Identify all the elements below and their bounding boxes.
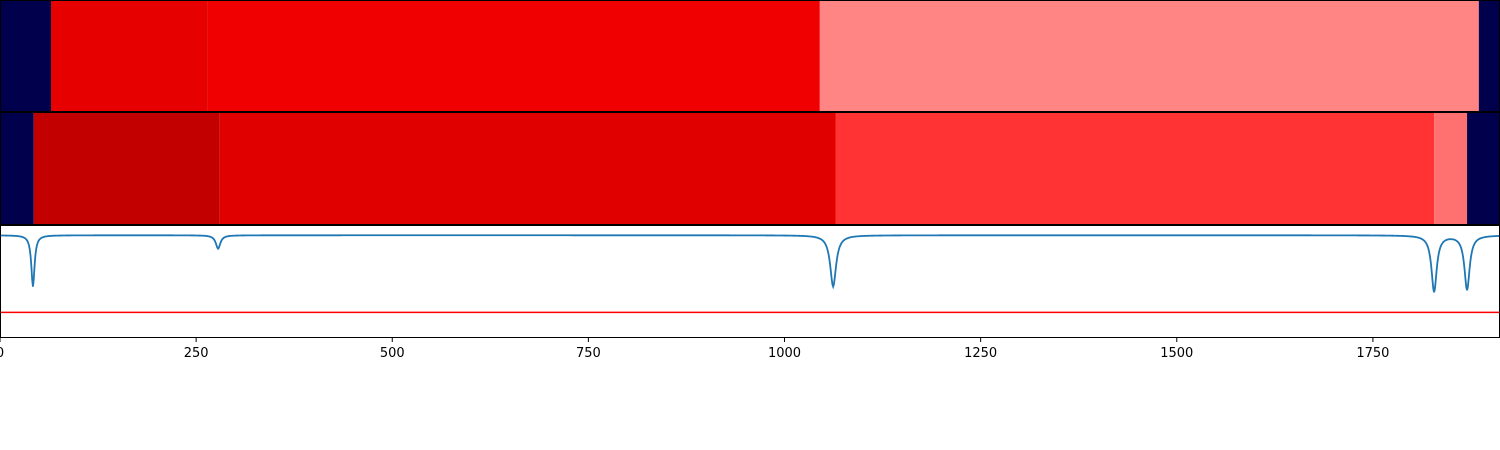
x-tick-label: 250 xyxy=(184,346,209,361)
x-tick-label: 750 xyxy=(576,346,601,361)
heatmap-cell-1-3 xyxy=(208,0,820,112)
x-tick-label: 1500 xyxy=(1160,346,1193,361)
heatmap-cell-2-2 xyxy=(34,112,220,225)
heatmap-cell-1-2 xyxy=(51,0,208,112)
heatmap-cell-2-4 xyxy=(836,112,1435,225)
x-tick-label: 1000 xyxy=(768,346,801,361)
x-tick-label: 1250 xyxy=(964,346,997,361)
heatmap-top xyxy=(0,0,1500,112)
heatmap-cell-2-5 xyxy=(1434,112,1467,225)
heatmap-cell-2-3 xyxy=(220,112,836,225)
line-plot-panel xyxy=(0,226,1500,338)
heatmap-bottom xyxy=(0,112,1500,225)
heatmap-cell-1-4 xyxy=(820,0,1479,112)
x-tick-label: 1750 xyxy=(1356,346,1389,361)
line-plot-frame xyxy=(1,226,1500,338)
x-tick-label: 500 xyxy=(380,346,405,361)
heatmap-cell-1-1 xyxy=(0,0,51,112)
heatmap-cell-2-6 xyxy=(1467,112,1500,225)
heatmap-cell-2-1 xyxy=(0,112,34,225)
series-line-1 xyxy=(0,235,1500,292)
x-axis: 0 250 500 750 1000 1250 1500 1750 xyxy=(0,338,1389,361)
heatmap-cell-1-5 xyxy=(1479,0,1500,112)
x-tick-label: 0 xyxy=(0,346,4,361)
